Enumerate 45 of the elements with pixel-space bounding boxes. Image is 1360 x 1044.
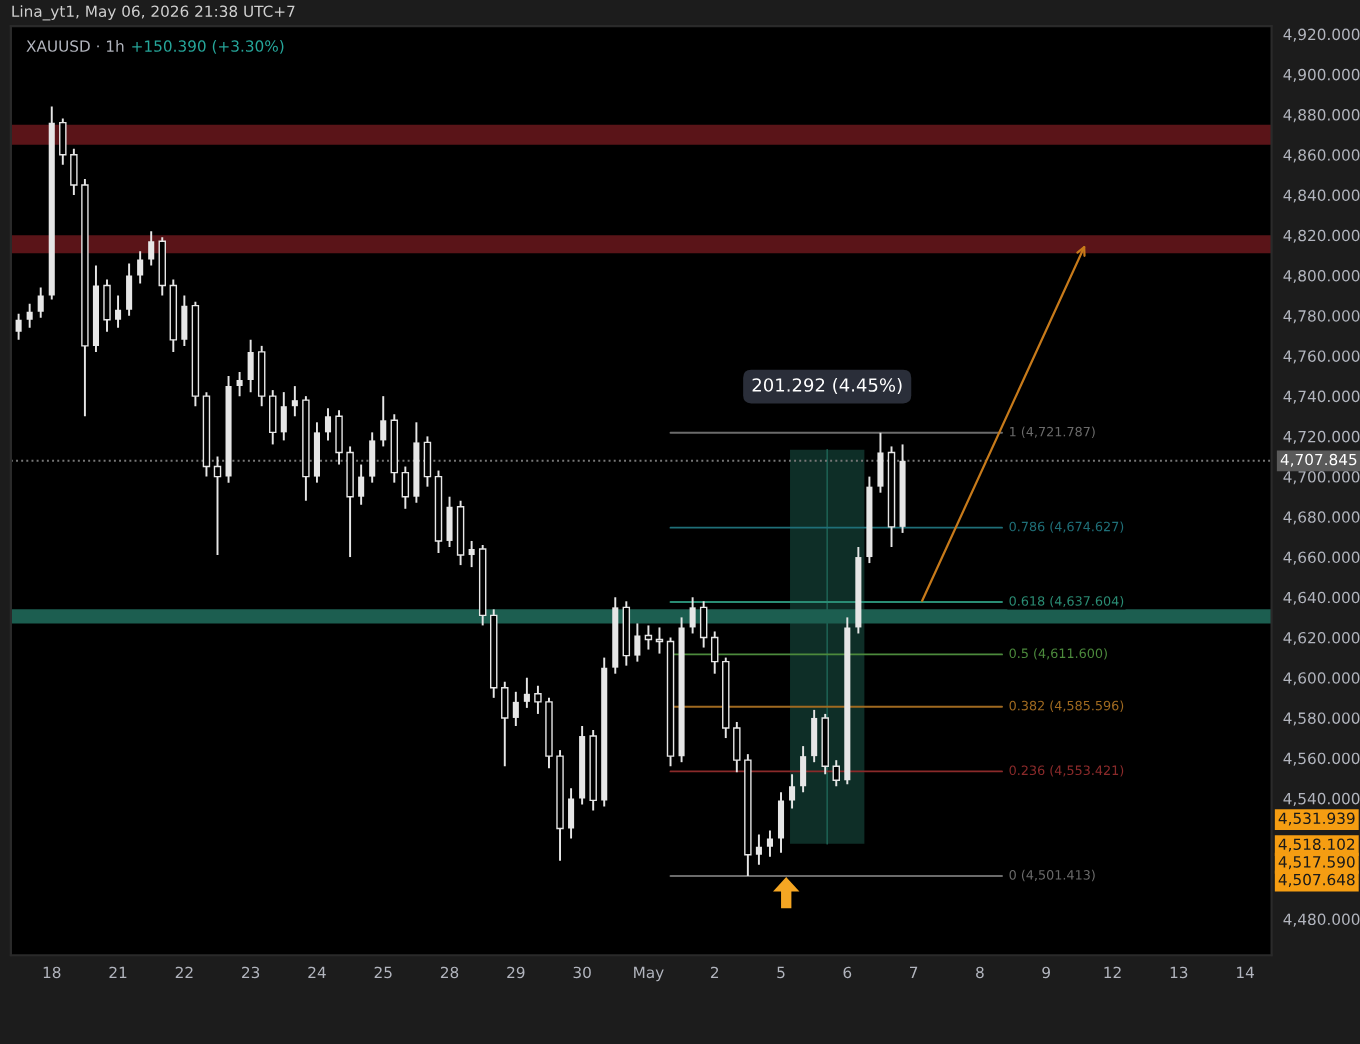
candlestick	[832, 759, 840, 788]
candlestick	[280, 391, 287, 442]
candlestick	[126, 262, 133, 317]
candlestick	[789, 773, 796, 810]
candlestick	[811, 708, 818, 764]
candlestick	[291, 385, 298, 418]
candlestick	[523, 676, 530, 709]
candlestick	[423, 435, 432, 488]
candlestick	[777, 791, 785, 854]
candlestick	[37, 286, 44, 319]
candlestick	[699, 600, 708, 649]
candlestick	[15, 312, 22, 341]
candlestick	[568, 787, 575, 840]
candlestick	[446, 495, 453, 548]
candlestick	[877, 431, 884, 494]
candlestick	[689, 596, 696, 635]
candlestick	[269, 389, 277, 446]
candlestick	[115, 294, 122, 329]
candlestick	[158, 236, 166, 297]
candlestick	[181, 294, 188, 347]
candlestick	[710, 630, 719, 675]
candlestick	[236, 371, 243, 398]
candlestick	[257, 344, 266, 408]
candlestick	[213, 455, 222, 557]
candlestick	[137, 250, 144, 285]
candlestick	[644, 624, 653, 651]
candlestick	[755, 833, 762, 866]
candlestick	[380, 395, 387, 448]
candlestick	[148, 230, 155, 267]
candlestick	[800, 745, 807, 794]
candlestick	[655, 626, 664, 655]
candlestick	[324, 407, 332, 442]
candlestick	[512, 690, 519, 727]
candlestick	[103, 278, 111, 333]
candlestick	[401, 465, 410, 510]
candlestick	[468, 539, 475, 569]
annotation: 201.292 (4.45%)	[752, 377, 902, 394]
candlestick	[634, 622, 641, 663]
candlestick	[313, 421, 320, 484]
candlestick	[26, 302, 33, 329]
candlestick	[247, 338, 254, 394]
candlestick	[358, 463, 365, 506]
candlestick	[501, 680, 509, 768]
candlestick	[766, 829, 773, 858]
candlestick	[369, 431, 376, 484]
